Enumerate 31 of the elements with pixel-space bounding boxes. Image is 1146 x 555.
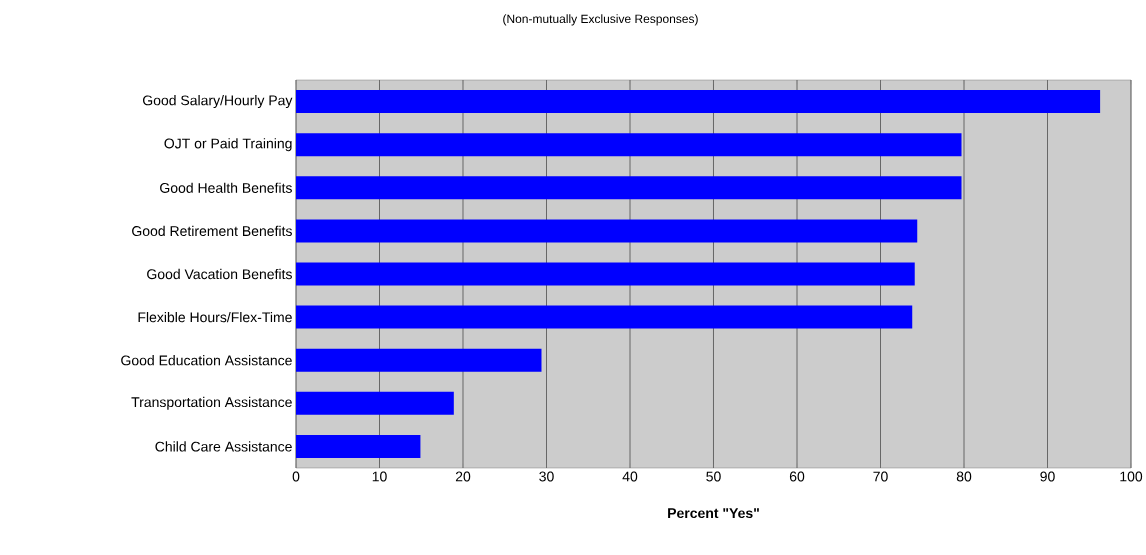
y-tick-label: Good Education Assistance bbox=[121, 355, 292, 366]
y-tick-label: Good Vacation Benefits bbox=[147, 268, 292, 280]
x-tick-label: 10 bbox=[372, 471, 387, 482]
chart-title: (Non-mutually Exclusive Responses) bbox=[503, 14, 698, 26]
x-tick-label: 30 bbox=[539, 471, 554, 482]
y-tick-label: OJT or Paid Training bbox=[164, 138, 292, 152]
bar bbox=[296, 348, 542, 372]
y-tick-label: Flexible Hours/Flex-Time bbox=[138, 311, 292, 323]
y-tick-label: Good Health Benefits bbox=[160, 182, 292, 193]
x-axis-title: Percent "Yes" bbox=[668, 508, 759, 519]
bar bbox=[296, 305, 913, 329]
bar bbox=[296, 133, 962, 157]
bar bbox=[296, 391, 454, 415]
y-tick-label: Good Salary/Hourly Pay bbox=[142, 95, 293, 109]
y-tick-label: Child Care Assistance bbox=[155, 441, 292, 452]
bar bbox=[296, 219, 918, 243]
x-tick-label: 90 bbox=[1040, 471, 1055, 482]
x-tick-label: 80 bbox=[956, 471, 972, 482]
x-tick-label: 70 bbox=[873, 471, 888, 482]
y-tick-label: Transportation Assistance bbox=[131, 396, 292, 410]
bar bbox=[296, 434, 421, 458]
x-tick-label: 40 bbox=[622, 471, 638, 482]
y-tick-label: Good Retirement Benefits bbox=[132, 225, 292, 237]
x-tick-label: 100 bbox=[1120, 471, 1143, 482]
bar bbox=[296, 262, 915, 286]
bar bbox=[296, 176, 962, 200]
bar bbox=[296, 90, 1101, 114]
x-tick-label: 50 bbox=[706, 471, 721, 482]
x-tick-label: 60 bbox=[789, 471, 805, 482]
x-tick-label: 0 bbox=[292, 471, 300, 482]
x-tick-label: 20 bbox=[455, 471, 471, 482]
